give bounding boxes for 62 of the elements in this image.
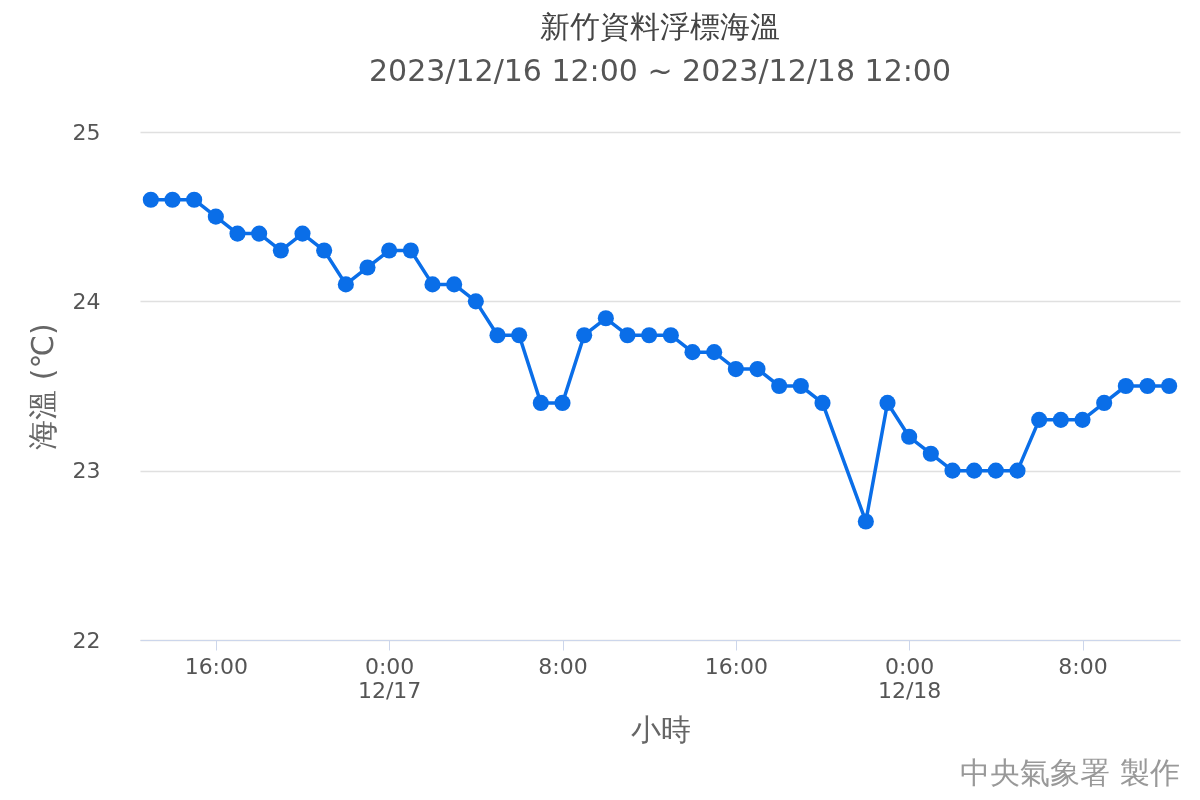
point (987, 462, 1004, 479)
point (1161, 377, 1178, 395)
point (901, 428, 918, 445)
text: 中央氣象署 製作 (960, 754, 1180, 792)
point (641, 327, 658, 344)
point (771, 377, 788, 395)
point (142, 191, 159, 208)
x-axis-title: 小時 (630, 711, 691, 747)
point (706, 344, 723, 361)
y-axis-title: 海溫 (℃) (24, 323, 60, 450)
point (1096, 394, 1113, 411)
point (511, 327, 528, 344)
point (727, 361, 744, 378)
point (597, 310, 614, 327)
point (532, 394, 549, 411)
point (966, 462, 983, 479)
point (251, 225, 268, 242)
point (1074, 411, 1091, 428)
chart-subtitle: 2023/12/16 12:00 ~ 2023/12/18 12:00 (368, 53, 952, 88)
point (944, 462, 961, 479)
point (684, 344, 701, 361)
x-tick-label: 16:00 (184, 653, 249, 679)
point (879, 394, 896, 411)
point (424, 276, 441, 293)
point (749, 361, 766, 378)
point (272, 242, 289, 259)
point (792, 377, 809, 395)
x-tick-label: 8:00 (1058, 653, 1108, 679)
x-tick-label: 16:00 (704, 653, 769, 679)
point (467, 293, 484, 310)
point (294, 225, 311, 242)
point (814, 394, 831, 411)
point (1009, 462, 1026, 479)
x-tick-label: 8:00 (538, 653, 588, 679)
point (1139, 377, 1156, 395)
point (337, 276, 354, 293)
y-tick-label: 22 (72, 627, 101, 653)
point (576, 327, 593, 344)
y-tick-label: 25 (72, 119, 101, 145)
point (229, 225, 246, 242)
x-tick-label: 0:00 12/18 (877, 653, 942, 703)
chart-title: 新竹資料浮標海溫 (540, 9, 780, 44)
point (186, 191, 203, 208)
y-tick-label: 24 (72, 288, 101, 314)
point (857, 513, 874, 530)
point (359, 259, 376, 276)
point (316, 242, 333, 259)
point (489, 327, 506, 344)
point (164, 191, 181, 208)
point (922, 445, 939, 462)
point (402, 242, 419, 259)
point (381, 242, 398, 259)
point (446, 276, 463, 293)
point (662, 327, 679, 344)
point (207, 208, 224, 225)
point (1052, 411, 1069, 428)
point (554, 394, 571, 411)
x-tick-label: 0:00 12/17 (357, 653, 422, 703)
point (619, 327, 636, 344)
point (1117, 377, 1134, 395)
y-tick-label: 23 (72, 458, 101, 484)
point (1031, 411, 1048, 428)
